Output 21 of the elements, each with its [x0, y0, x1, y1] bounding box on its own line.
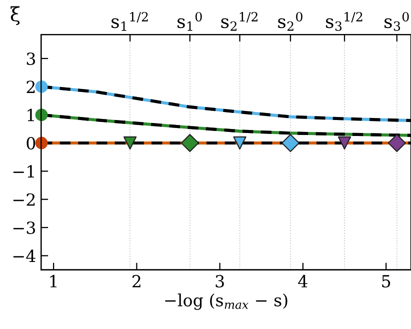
x-tick-label: 2: [132, 274, 140, 288]
x-tick-label: 5: [382, 275, 390, 288]
y-tick-label: 2: [26, 80, 35, 93]
y-axis-title: ξ: [10, 6, 20, 26]
y-tick-label: −2: [13, 193, 35, 206]
ref-line-label: s$_{2}$$^{1/2}$: [221, 12, 258, 31]
x-tick-label: 3: [216, 274, 224, 288]
ref-line-label: s$_{1}$$^{0}$: [178, 12, 202, 31]
ref-line-label: s$_{1}$$^{1/2}$: [112, 12, 148, 31]
y-tick-label: 0: [26, 136, 36, 150]
y-tick-label: −1: [13, 165, 34, 178]
x-tick-label: 1: [50, 274, 57, 288]
y-tick-label: −4: [13, 250, 36, 262]
ref-line-label: s$_{2}$$^{0}$: [278, 12, 302, 31]
ref-line-label: s$_{3}$$^{1/2}$: [326, 12, 362, 31]
ref-line-label: s$_{3}$$^{0}$: [384, 12, 409, 31]
y-tick-label: 3: [26, 52, 35, 66]
y-tick-label: −3: [13, 221, 35, 234]
x-tick-label: 4: [298, 274, 308, 288]
y-tick-label: 1: [28, 108, 34, 122]
x-axis-title: −log (s$_{max}$ − s): [165, 294, 288, 310]
